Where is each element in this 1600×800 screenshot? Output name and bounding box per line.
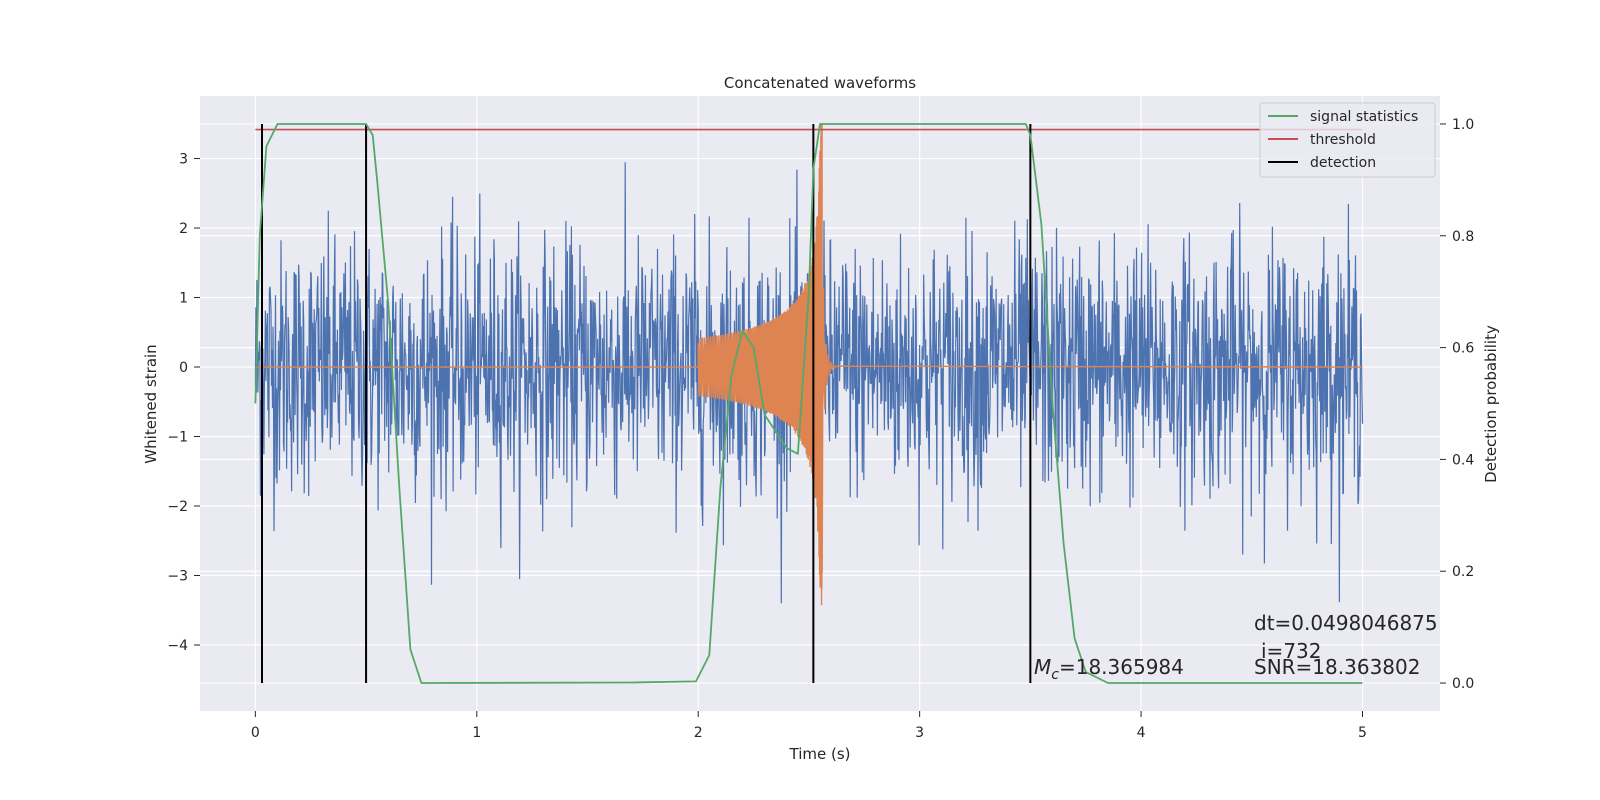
y2-tick-label: 0.8 [1452,229,1474,245]
legend-box [1259,102,1436,178]
chirp-mass-subscript: c [1051,667,1059,683]
y-tick-label: 2 [179,221,188,237]
template-waveform-line [255,123,1363,606]
chart-title: Concatenated waveforms [724,74,916,92]
y2-tick-label: 1.0 [1452,117,1474,133]
y-tick-label: −4 [167,638,188,654]
detection-lines [261,123,1032,684]
x-tick-label: 1 [472,725,481,741]
signal-statistics-line [254,123,1363,684]
x-axis-label: Time (s) [789,745,851,763]
chirp-mass-annotation: Mc=18.365984 [1034,655,1184,683]
x-tick-label: 2 [694,725,703,741]
y-tick-label: 0 [179,360,188,376]
axes: 0 1 2 3 4 5 −4 −3 −2 −1 0 1 2 3 0.0 0.2 0.4 0.6 0.8 1.0 [167,117,1474,741]
y-tick-label: −2 [167,499,188,515]
y2-tick-label: 0.0 [1452,676,1474,692]
index-annotation: i=732 [1261,639,1322,663]
y2-tick-label: 0.4 [1452,452,1474,468]
legend-label-signal-statistics: signal statistics [1310,109,1418,125]
x-tick-label: 5 [1358,725,1367,741]
y2-tick-label: 0.2 [1452,564,1474,580]
signal-statistics-series [254,123,1363,684]
y-tick-label: −3 [167,568,188,584]
legend-label-threshold: threshold [1310,132,1376,148]
y2-axis-label: Detection probability [1482,325,1500,483]
legend: signal statistics threshold detection [1259,102,1436,178]
y2-tick-label: 0.6 [1452,341,1474,357]
y-tick-label: −1 [167,430,188,446]
x-tick-label: 4 [1137,725,1146,741]
x-tick-label: 3 [915,725,924,741]
chirp-mass-symbol: M [1034,655,1051,679]
template-waveform-series [255,123,1363,606]
y-tick-label: 3 [179,152,188,168]
legend-label-detection: detection [1310,155,1376,171]
x-tick-label: 0 [251,725,260,741]
chirp-mass-value: =18.365984 [1059,655,1184,679]
snr-annotation: SNR=18.363802 [1254,655,1420,679]
y-tick-label: 1 [179,291,188,307]
y-axis-label: Whitened strain [142,344,160,463]
dt-annotation: dt=0.0498046875 [1254,611,1438,635]
